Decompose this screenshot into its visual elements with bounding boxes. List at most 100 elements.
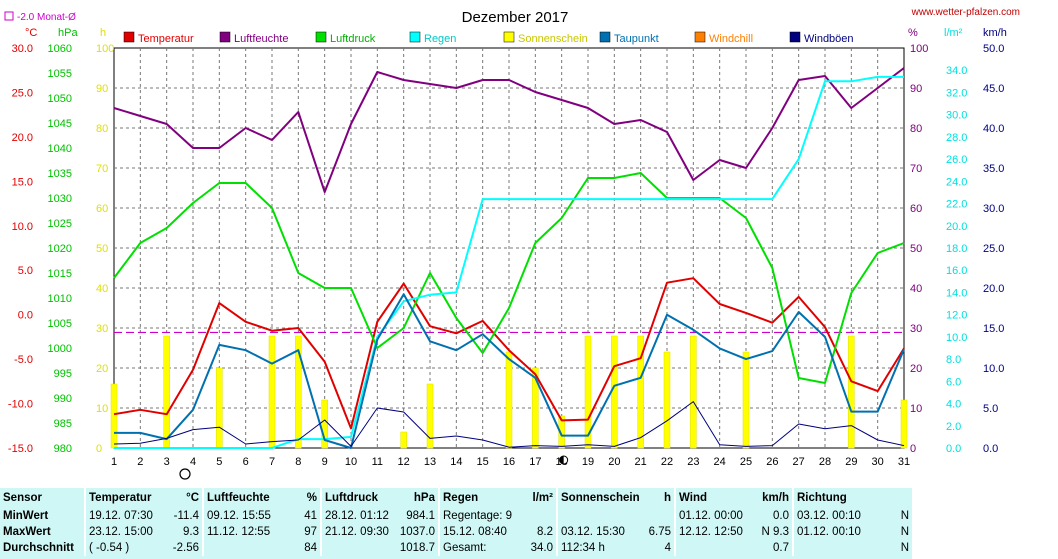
stats-cell-press: 28.12. 01:12 984.1 bbox=[320, 508, 438, 524]
stats-header-press: Luftdruck bbox=[325, 492, 379, 504]
axis-percent-tick: 90 bbox=[910, 83, 922, 95]
axis-wind-tick: 20.0 bbox=[983, 283, 1004, 295]
axis-rain-tick: 26.0 bbox=[946, 154, 967, 166]
legend-swatch bbox=[123, 31, 135, 43]
stats-wind-time: 12.12. 12:50 bbox=[679, 526, 743, 538]
stats-temp-time: 23.12. 15:00 bbox=[89, 526, 153, 538]
stats-header-temp-unit: °C bbox=[186, 492, 199, 504]
axis-rain-tick: 0.0 bbox=[946, 443, 961, 455]
stats-sun-time: 03.12. 15:30 bbox=[561, 526, 625, 538]
stats-press-time: 28.12. 01:12 bbox=[325, 510, 389, 522]
stats-dir-time: 03.12. 00:10 bbox=[797, 510, 861, 522]
x-tick-label: 19 bbox=[582, 456, 594, 468]
stats-rain-time: 15.12. 08:40 bbox=[443, 526, 507, 538]
axis-wind-tick: 0.0 bbox=[983, 443, 998, 455]
legend-label: Taupunkt bbox=[614, 33, 659, 45]
legend-swatch bbox=[409, 31, 421, 43]
x-tick-label: 20 bbox=[608, 456, 620, 468]
sunshine-bar bbox=[848, 335, 855, 449]
axis-rain-tick: 4.0 bbox=[946, 399, 961, 411]
legend-swatch bbox=[599, 31, 611, 43]
stats-rain-value: 8.2 bbox=[537, 526, 553, 538]
x-tick-label: 27 bbox=[793, 456, 805, 468]
x-tick-label: 16 bbox=[503, 456, 515, 468]
x-tick-label: 8 bbox=[295, 456, 301, 468]
stats-cell-rain: 15.12. 08:40 8.2 bbox=[438, 524, 556, 540]
axis-percent-tick: 100 bbox=[910, 43, 928, 55]
x-tick-label: 17 bbox=[529, 456, 541, 468]
sunshine-bar bbox=[584, 335, 592, 449]
x-tick-label: 5 bbox=[216, 456, 222, 468]
x-tick-label: 28 bbox=[819, 456, 831, 468]
axis-unit-temp: °C bbox=[25, 27, 37, 39]
axis-rain-tick: 2.0 bbox=[946, 421, 961, 433]
stats-press-time: 21.12. 09:30 bbox=[325, 526, 389, 538]
stats-row: MinWert 19.12. 07:30 -11.4 09.12. 15:55 41 28… bbox=[0, 508, 912, 524]
x-tick-label: 7 bbox=[269, 456, 275, 468]
stats-header-hum: Luftfeuchte bbox=[207, 492, 270, 504]
axis-pressure-tick: 1030 bbox=[48, 193, 72, 205]
stats-cell-temp: ( -0.54 ) -2.56 bbox=[84, 540, 202, 556]
axis-humidity-tick: 80 bbox=[96, 123, 108, 135]
axis-humidity-tick: 50 bbox=[96, 243, 108, 255]
axis-pressure-tick: 1000 bbox=[48, 343, 72, 355]
stats-wind-time: 01.12. 00:00 bbox=[679, 510, 743, 522]
stats-cell-temp: 19.12. 07:30 -11.4 bbox=[84, 508, 202, 524]
axis-rain-tick: 18.0 bbox=[946, 243, 967, 255]
axis-pressure-tick: 1055 bbox=[48, 68, 72, 80]
stats-cell-rain: Gesamt: 34.0 bbox=[438, 540, 556, 556]
axis-humidity-tick: 70 bbox=[96, 163, 108, 175]
x-tick-label: 22 bbox=[661, 456, 673, 468]
axis-humidity-tick: 90 bbox=[96, 83, 108, 95]
stats-cell-dir: 01.12. 00:10 N bbox=[792, 524, 912, 540]
stats-header-sun: Sonnenschein bbox=[561, 492, 640, 504]
legend-swatch bbox=[315, 31, 327, 43]
axis-wind-tick: 10.0 bbox=[983, 363, 1004, 375]
sunshine-bar bbox=[426, 383, 434, 449]
x-tick-label: 10 bbox=[345, 456, 357, 468]
stats-temp-time: ( -0.54 ) bbox=[89, 542, 130, 554]
stats-cell-dir: N bbox=[792, 540, 912, 556]
axis-rain-tick: 22.0 bbox=[946, 199, 967, 211]
axis-temp-tick: 10.0 bbox=[12, 221, 33, 233]
legend-swatch bbox=[694, 31, 706, 43]
axis-temp-tick: 5.0 bbox=[18, 265, 33, 277]
axis-humidity-tick: 0 bbox=[96, 443, 102, 455]
stats-dir-value: N bbox=[900, 510, 909, 522]
x-tick-label: 31 bbox=[898, 456, 910, 468]
x-tick-label: 9 bbox=[322, 456, 328, 468]
x-tick-label: 24 bbox=[714, 456, 726, 468]
stats-dir-value: N bbox=[900, 526, 909, 538]
stats-sun-time: 112:34 h bbox=[561, 542, 605, 554]
stats-rain-value: 34.0 bbox=[530, 542, 553, 554]
x-tick-label: 26 bbox=[766, 456, 778, 468]
axis-rain-tick: 30.0 bbox=[946, 110, 967, 122]
axis-wind-tick: 45.0 bbox=[983, 83, 1004, 95]
stats-hum-time: 09.12. 15:55 bbox=[207, 510, 271, 522]
sunshine-bar bbox=[505, 351, 513, 449]
axis-pressure-tick: 985 bbox=[54, 418, 72, 430]
stats-rain-time: Gesamt: bbox=[443, 542, 487, 554]
site-link[interactable]: www.wetter-pfalzen.com bbox=[911, 7, 1020, 18]
axis-temp-tick: -5.0 bbox=[14, 354, 33, 366]
stats-cell-hum: 11.12. 12:55 97 bbox=[202, 524, 320, 540]
axis-rain-tick: 6.0 bbox=[946, 376, 961, 388]
sunshine-bar bbox=[690, 335, 697, 449]
x-tick-label: 14 bbox=[450, 456, 462, 468]
x-tick-label: 23 bbox=[687, 456, 699, 468]
axis-rain-tick: 32.0 bbox=[946, 87, 967, 99]
axis-rain-tick: 24.0 bbox=[946, 176, 967, 188]
stats-cell-hum: 84 bbox=[202, 540, 320, 556]
axis-wind-tick: 5.0 bbox=[983, 403, 998, 415]
sunshine-bar bbox=[268, 335, 276, 449]
legend-label: Luftdruck bbox=[330, 33, 376, 45]
axis-humidity-tick: 20 bbox=[96, 363, 108, 375]
series-line-regen bbox=[114, 75, 904, 449]
axis-temp-tick: 30.0 bbox=[12, 43, 33, 55]
stats-press-value: 984.1 bbox=[406, 510, 435, 522]
sunshine-bar bbox=[163, 335, 170, 449]
weather-chart: 30.0 25.0 20.0 15.0 10.0 5.0 0.0 -5.0 -10.0 -15.0… bbox=[4, 7, 1020, 480]
x-tick-label: 12 bbox=[398, 456, 410, 468]
stats-header-sun-unit: h bbox=[663, 492, 671, 504]
axis-temp-tick: -15.0 bbox=[8, 443, 33, 455]
